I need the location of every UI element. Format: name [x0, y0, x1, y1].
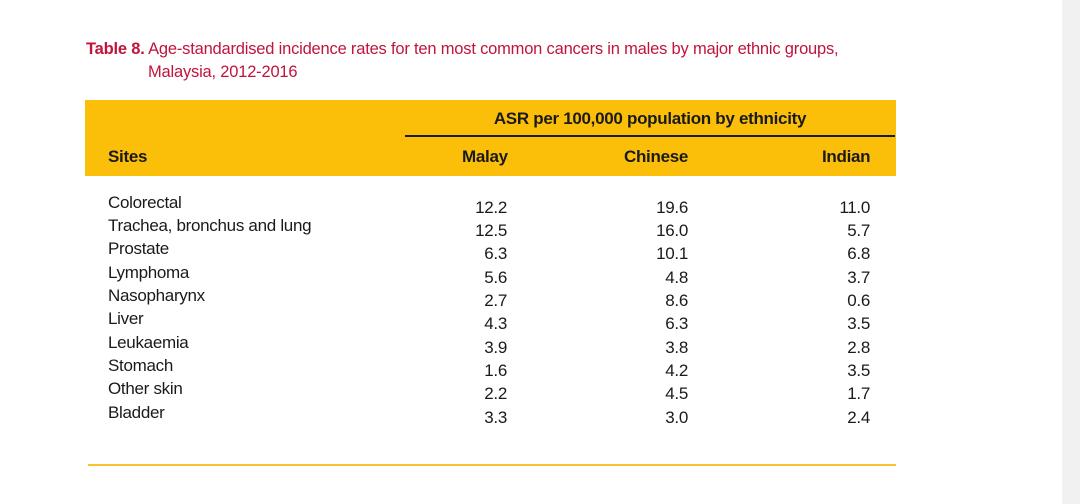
column-header-indian: Indian	[822, 147, 871, 166]
cell-chinese: 16.0	[656, 221, 688, 240]
cell-indian: 3.5	[847, 314, 870, 333]
cell-indian: 3.5	[847, 361, 870, 380]
column-group-rule	[405, 135, 895, 137]
cell-chinese: 6.3	[665, 314, 688, 333]
cell-site: Bladder	[108, 403, 165, 422]
cell-site: Lymphoma	[108, 263, 190, 282]
table-caption: Table 8. Age-standardised incidence rate…	[86, 38, 839, 84]
column-header-chinese: Chinese	[624, 147, 689, 166]
caption-line-1: Age-standardised incidence rates for ten…	[148, 40, 839, 58]
cell-site: Other skin	[108, 379, 183, 398]
cell-site: Prostate	[108, 239, 169, 258]
cell-indian: 2.8	[847, 338, 870, 357]
table-bottom-rule	[88, 464, 896, 466]
caption-label: Table 8.	[86, 40, 145, 58]
cell-chinese: 3.0	[665, 408, 688, 427]
cell-indian: 1.7	[847, 384, 870, 403]
cell-malay: 6.3	[484, 244, 507, 263]
cell-malay: 12.2	[475, 198, 507, 217]
cell-indian: 2.4	[847, 408, 870, 427]
cell-malay: 3.9	[484, 338, 507, 357]
cell-chinese: 4.5	[665, 384, 688, 403]
cell-site: Stomach	[108, 356, 173, 375]
cell-chinese: 10.1	[656, 244, 688, 263]
cell-malay: 1.6	[484, 361, 507, 380]
cell-site: Leukaemia	[108, 333, 189, 352]
cell-site: Colorectal	[108, 193, 182, 212]
cell-indian: 5.7	[847, 221, 870, 240]
cell-malay: 3.3	[484, 408, 507, 427]
cell-indian: 3.7	[847, 268, 870, 287]
cell-site: Nasopharynx	[108, 286, 205, 305]
page-gutter	[1062, 0, 1080, 504]
column-header-malay: Malay	[462, 147, 508, 166]
table-header-band	[85, 100, 896, 176]
cell-site: Liver	[108, 309, 144, 328]
cell-malay: 5.6	[484, 268, 507, 287]
column-header-sites: Sites	[108, 147, 148, 166]
cell-chinese: 3.8	[665, 338, 688, 357]
cell-chinese: 4.8	[665, 268, 688, 287]
cell-chinese: 8.6	[665, 291, 688, 310]
column-group-title: ASR per 100,000 population by ethnicity	[493, 109, 807, 128]
cell-chinese: 4.2	[665, 361, 688, 380]
cell-chinese: 19.6	[656, 198, 688, 217]
cell-site: Trachea, bronchus and lung	[108, 216, 312, 235]
cell-indian: 0.6	[847, 291, 870, 310]
cell-indian: 11.0	[839, 198, 870, 217]
cell-malay: 12.5	[475, 221, 507, 240]
cell-malay: 4.3	[484, 314, 507, 333]
cell-malay: 2.2	[484, 384, 507, 403]
cell-indian: 6.8	[847, 244, 870, 263]
caption-line-2: Malaysia, 2012-2016	[148, 63, 298, 81]
cell-malay: 2.7	[484, 291, 507, 310]
